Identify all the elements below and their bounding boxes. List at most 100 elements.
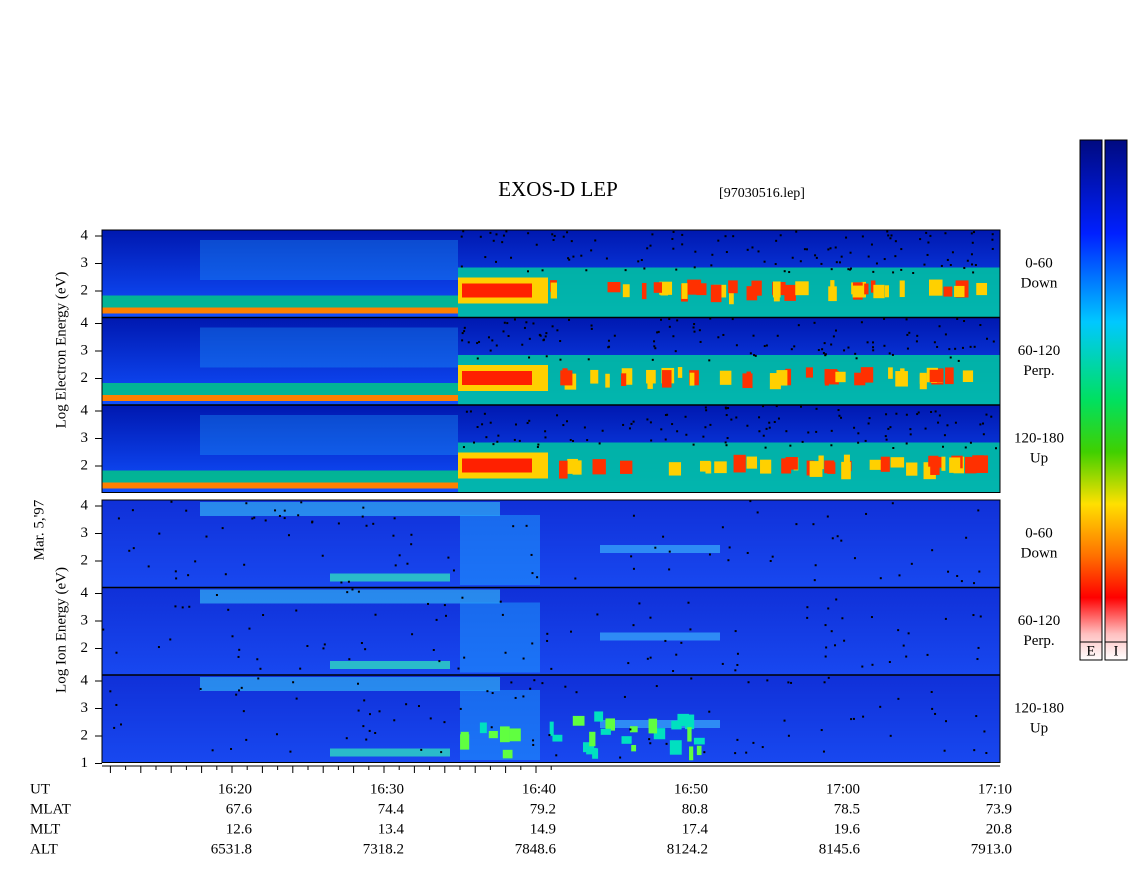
noise-pixel [556, 329, 559, 332]
noise-pixel [340, 581, 343, 584]
noise-pixel [657, 330, 660, 333]
row-label: ALT [30, 841, 58, 857]
spectrum-blob [785, 368, 792, 386]
noise-pixel [964, 446, 967, 449]
noise-pixel [879, 705, 882, 708]
noise-pixel [115, 703, 118, 706]
noise-pixel [248, 627, 251, 630]
noise-pixel [975, 715, 978, 718]
noise-pixel [835, 261, 838, 264]
noise-pixel [861, 235, 864, 238]
noise-pixel [769, 559, 772, 562]
noise-pixel [886, 230, 889, 233]
spectrum-blob [629, 726, 638, 733]
noise-pixel [545, 355, 548, 358]
noise-pixel [870, 243, 873, 246]
noise-pixel [960, 580, 963, 583]
noise-pixel [378, 710, 381, 713]
noise-pixel [447, 556, 450, 559]
noise-pixel [746, 551, 749, 554]
noise-pixel [725, 251, 728, 254]
noise-pixel [545, 332, 548, 335]
noise-pixel [961, 346, 964, 349]
noise-pixel [724, 235, 727, 238]
noise-pixel [457, 667, 460, 670]
noise-pixel [345, 737, 348, 740]
noise-pixel [799, 405, 802, 408]
row-value: 16:50 [674, 781, 708, 797]
spectrum-band [102, 307, 458, 314]
noise-pixel [789, 444, 792, 447]
noise-pixel [580, 254, 583, 257]
noise-pixel [832, 335, 835, 338]
noise-pixel [758, 416, 761, 419]
noise-pixel [982, 422, 985, 425]
noise-pixel [970, 253, 973, 256]
row-label: UT [30, 781, 50, 797]
noise-pixel [461, 332, 464, 335]
noise-pixel [556, 414, 559, 417]
colorbar-ion [1104, 139, 1128, 661]
spectrum-blob [549, 721, 554, 736]
noise-pixel [174, 605, 177, 608]
spectrum-blob [668, 462, 682, 476]
row-label: MLT [30, 821, 60, 837]
noise-pixel [649, 742, 652, 745]
noise-pixel [758, 430, 761, 433]
spectrum-blob [607, 281, 621, 293]
noise-pixel [574, 577, 577, 580]
noise-pixel [630, 422, 633, 425]
noise-pixel [897, 629, 900, 632]
noise-pixel [830, 444, 833, 447]
noise-pixel [831, 537, 834, 540]
noise-pixel [892, 271, 895, 274]
noise-pixel [601, 429, 604, 432]
noise-pixel [787, 681, 790, 684]
spectrum-blob [509, 728, 521, 742]
noise-pixel [812, 523, 815, 526]
noise-pixel [351, 588, 354, 591]
spectrum-blob [972, 455, 984, 470]
noise-pixel [532, 743, 535, 746]
energy-tick-label: 3 [81, 700, 89, 716]
noise-pixel [187, 574, 190, 577]
direction-label: Up [1030, 720, 1048, 736]
spectrum-blob [962, 370, 974, 383]
noise-pixel [994, 447, 997, 450]
spectrum-blob [733, 454, 746, 473]
noise-pixel [768, 421, 771, 424]
spectrum-blob [805, 367, 813, 378]
noise-pixel [807, 431, 810, 434]
noise-pixel [693, 266, 696, 269]
noise-pixel [689, 628, 692, 631]
noise-pixel [746, 424, 749, 427]
noise-pixel [992, 340, 995, 343]
noise-pixel [429, 717, 432, 720]
noise-pixel [973, 345, 976, 348]
noise-pixel [775, 405, 778, 408]
noise-pixel [764, 446, 767, 449]
noise-pixel [410, 543, 413, 546]
row-value: 13.4 [378, 821, 405, 837]
spectrum-blob [689, 372, 695, 386]
noise-pixel [909, 428, 912, 431]
noise-pixel [653, 345, 656, 348]
noise-pixel [568, 318, 571, 321]
noise-pixel [481, 423, 484, 426]
noise-pixel [541, 269, 544, 272]
noise-pixel [605, 257, 608, 260]
noise-pixel [357, 709, 360, 712]
noise-pixel [732, 235, 735, 238]
noise-pixel [346, 591, 349, 594]
noise-pixel [188, 605, 191, 608]
spectrum-blob [558, 460, 568, 479]
noise-pixel [109, 690, 112, 693]
noise-pixel [256, 658, 259, 661]
noise-pixel [462, 230, 465, 233]
noise-pixel [660, 318, 663, 321]
noise-pixel [826, 515, 829, 518]
spectrum-blob [460, 734, 470, 750]
spectrum-blob [795, 281, 809, 296]
noise-pixel [643, 267, 646, 270]
